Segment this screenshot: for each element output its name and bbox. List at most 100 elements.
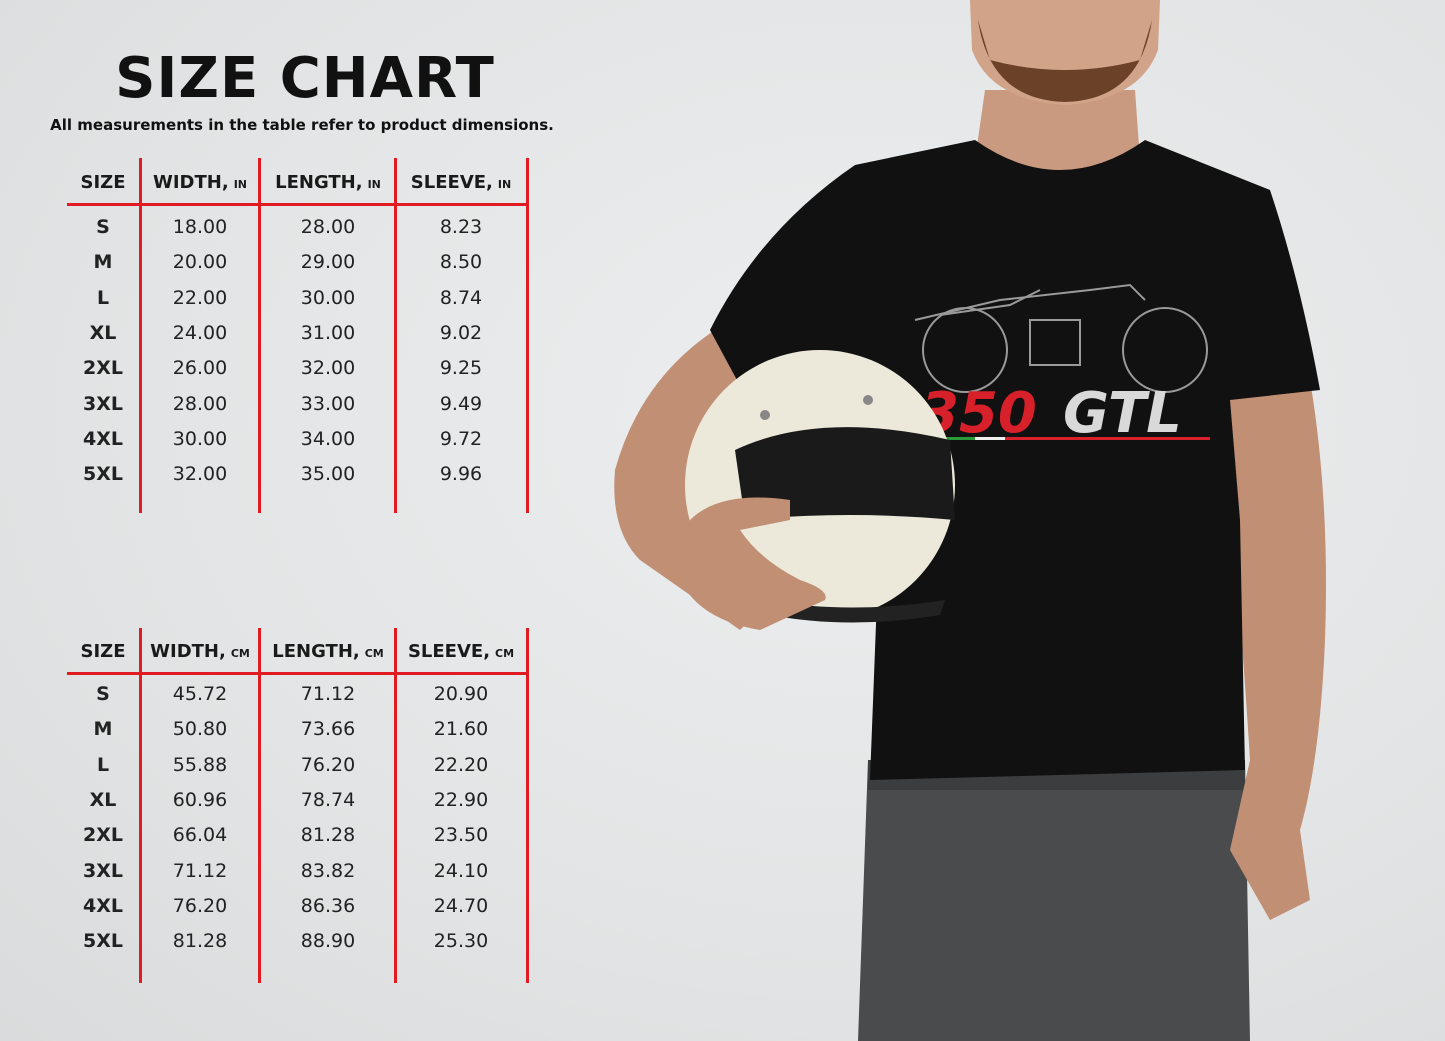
measurement-cell: 81.28 bbox=[300, 824, 356, 847]
measurement-cell: 20.90 bbox=[433, 683, 489, 705]
column-divider bbox=[526, 158, 529, 513]
size-label: 5XL bbox=[83, 463, 123, 486]
measurement-cell: 76.20 bbox=[300, 753, 356, 776]
size-label: M bbox=[93, 718, 113, 741]
column-divider bbox=[258, 158, 261, 513]
column-header-label: LENGTH, bbox=[272, 641, 360, 662]
jeans bbox=[858, 760, 1250, 1041]
column-header-unit: CM bbox=[230, 647, 250, 660]
measurement-cell: 83.82 bbox=[300, 859, 356, 882]
t-shirt bbox=[710, 140, 1320, 780]
column-header-unit: IN bbox=[367, 178, 381, 191]
measurement-cell: 9.02 bbox=[439, 321, 483, 344]
measurement-cell: 28.00 bbox=[172, 392, 228, 415]
measurement-cell: 9.72 bbox=[439, 427, 483, 450]
size-label: L bbox=[96, 753, 110, 776]
size-label: L bbox=[96, 286, 110, 309]
measurement-cell: 35.00 bbox=[300, 463, 356, 486]
measurement-cell: 55.88 bbox=[172, 753, 228, 776]
column-header: LENGTH, IN bbox=[258, 172, 398, 193]
measurement-cell: 8.74 bbox=[439, 286, 483, 309]
measurement-cell: 76.20 bbox=[172, 894, 228, 917]
column-header-unit: IN bbox=[497, 178, 512, 191]
column-header-label: SLEEVE, bbox=[407, 641, 491, 662]
measurement-cell: 33.00 bbox=[300, 392, 356, 415]
size-label: 2XL bbox=[83, 824, 123, 847]
column-header-label: SLEEVE, bbox=[410, 172, 493, 193]
size-label: S bbox=[96, 683, 110, 705]
measurement-cell: 18.00 bbox=[172, 216, 228, 238]
column-header: LENGTH, CM bbox=[258, 641, 398, 662]
hand bbox=[680, 497, 826, 630]
size-label: 3XL bbox=[83, 859, 123, 882]
measurement-cell: 9.49 bbox=[439, 392, 483, 415]
measurement-cell: 78.74 bbox=[300, 788, 356, 811]
size-label: XL bbox=[89, 321, 117, 344]
header-divider bbox=[67, 672, 529, 675]
column-header-unit: CM bbox=[364, 647, 384, 660]
page-title: SIZE CHART bbox=[115, 46, 495, 111]
column-header-label: LENGTH, bbox=[275, 172, 363, 193]
column-divider bbox=[394, 158, 397, 513]
header-divider bbox=[67, 203, 529, 206]
size-label: 4XL bbox=[83, 427, 123, 450]
column-divider bbox=[139, 628, 142, 983]
column-divider bbox=[258, 628, 261, 983]
measurement-cell: 81.28 bbox=[172, 930, 228, 953]
measurement-cell: 26.00 bbox=[172, 357, 228, 380]
column-header: SIZE bbox=[33, 641, 173, 662]
measurement-cell: 21.60 bbox=[433, 718, 489, 741]
measurement-cell: 32.00 bbox=[300, 357, 356, 380]
measurement-cell: 71.12 bbox=[300, 683, 356, 705]
size-label: S bbox=[96, 216, 110, 238]
size-label: 4XL bbox=[83, 894, 123, 917]
measurement-cell: 22.20 bbox=[433, 753, 489, 776]
measurement-cell: 8.23 bbox=[439, 216, 483, 238]
column-divider bbox=[139, 158, 142, 513]
measurement-cell: 9.25 bbox=[439, 357, 483, 380]
product-photo: 350 GTL bbox=[614, 0, 1326, 1041]
measurement-cell: 31.00 bbox=[300, 321, 356, 344]
measurement-cell: 60.96 bbox=[172, 788, 228, 811]
column-header: WIDTH, CM bbox=[130, 641, 270, 662]
measurement-cell: 28.00 bbox=[300, 216, 356, 238]
column-divider bbox=[526, 628, 529, 983]
column-header-label: SIZE bbox=[80, 172, 126, 193]
measurement-cell: 45.72 bbox=[172, 683, 228, 705]
measurement-cell: 20.00 bbox=[172, 251, 228, 274]
measurement-cell: 22.00 bbox=[172, 286, 228, 309]
beard bbox=[978, 20, 1152, 102]
measurement-cell: 24.00 bbox=[172, 321, 228, 344]
measurement-cell: 30.00 bbox=[300, 286, 356, 309]
svg-text:GTL: GTL bbox=[1063, 381, 1182, 446]
column-header-unit: CM bbox=[495, 647, 515, 660]
measurement-cell: 24.10 bbox=[433, 859, 489, 882]
column-header-label: WIDTH, bbox=[153, 172, 229, 193]
column-header: WIDTH, IN bbox=[130, 172, 270, 193]
column-header: SIZE bbox=[33, 172, 173, 193]
measurement-cell: 34.00 bbox=[300, 427, 356, 450]
measurement-cell: 22.90 bbox=[433, 788, 489, 811]
column-header: SLEEVE, IN bbox=[391, 172, 531, 193]
column-header-label: SIZE bbox=[80, 641, 126, 662]
size-label: XL bbox=[89, 788, 117, 811]
measurement-cell: 8.50 bbox=[439, 251, 483, 274]
measurement-cell: 24.70 bbox=[433, 894, 489, 917]
column-header-label: WIDTH, bbox=[150, 641, 226, 662]
column-header-unit: IN bbox=[233, 178, 247, 191]
measurement-cell: 50.80 bbox=[172, 718, 228, 741]
measurement-cell: 73.66 bbox=[300, 718, 356, 741]
measurement-cell: 25.30 bbox=[433, 930, 489, 953]
measurement-cell: 23.50 bbox=[433, 824, 489, 847]
measurement-cell: 9.96 bbox=[439, 463, 483, 486]
measurement-cell: 71.12 bbox=[172, 859, 228, 882]
measurement-cell: 32.00 bbox=[172, 463, 228, 486]
size-label: M bbox=[93, 251, 113, 274]
measurement-cell: 66.04 bbox=[172, 824, 228, 847]
size-label: 5XL bbox=[83, 930, 123, 953]
measurement-cell: 86.36 bbox=[300, 894, 356, 917]
right-arm bbox=[1230, 380, 1326, 920]
page-subtitle: All measurements in the table refer to p… bbox=[50, 116, 554, 134]
size-label: 2XL bbox=[83, 357, 123, 380]
column-divider bbox=[394, 628, 397, 983]
